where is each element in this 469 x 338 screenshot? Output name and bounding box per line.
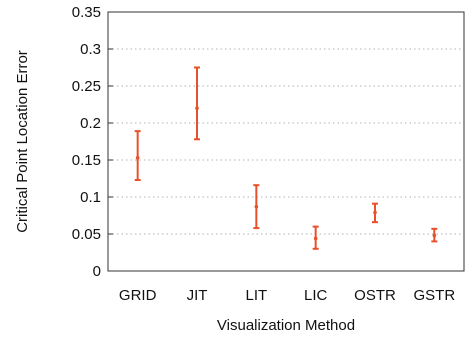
x-axis-title: Visualization Method (217, 317, 355, 334)
plot-frame (107, 11, 465, 272)
grid-lines (108, 48, 464, 235)
mean-point (135, 155, 140, 160)
y-axis-title: Critical Point Location Error (14, 50, 31, 233)
y-tick-label: 0.3 (80, 41, 101, 58)
y-axis-ticks: 0 0.05 0.1 0.15 0.2 0.25 0.3 0.35 (72, 4, 113, 280)
y-tick-label: 0.05 (72, 226, 101, 243)
y-tick-label: 0.35 (72, 4, 101, 21)
y-tick-label: 0.25 (72, 78, 101, 95)
y-tick-label: 0 (93, 263, 101, 280)
error-bar-grid (134, 130, 141, 181)
x-tick-label: GSTR (413, 287, 455, 304)
error-bar-lic (312, 225, 319, 250)
y-tick-label: 0.1 (80, 189, 101, 206)
mean-point (373, 210, 377, 215)
x-axis-categories: GRID JIT LIT LIC OSTR GSTR (119, 287, 455, 304)
x-tick-label: OSTR (354, 287, 396, 304)
error-bar-lit (253, 184, 260, 230)
error-bar-jit (194, 66, 200, 141)
x-tick-label: LIT (245, 287, 267, 304)
y-tick-label: 0.15 (72, 152, 101, 169)
mean-point (254, 204, 259, 209)
error-bar-ostr (372, 202, 378, 224)
data-marks (134, 66, 438, 250)
x-tick-label: LIC (304, 287, 328, 304)
mean-point (195, 106, 199, 110)
mean-point (313, 236, 318, 241)
error-bar-gstr (431, 227, 438, 243)
x-tick-label: JIT (187, 287, 208, 304)
y-tick-label: 0.2 (80, 115, 101, 132)
x-tick-label: GRID (119, 287, 157, 304)
mean-point (432, 233, 437, 238)
